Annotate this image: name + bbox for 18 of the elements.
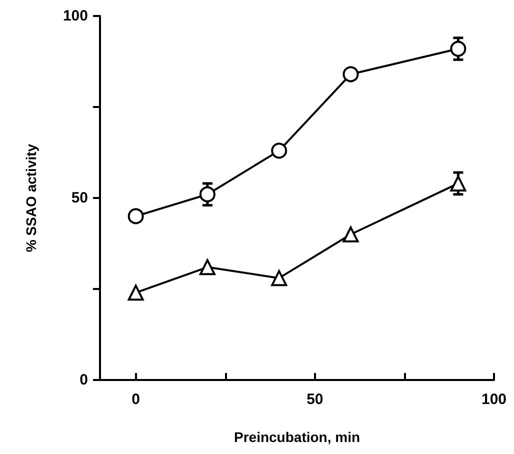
y-tick-label: 0: [80, 372, 88, 388]
y-tick-label: 100: [62, 8, 88, 24]
point: [450, 175, 466, 192]
point: [199, 259, 216, 276]
x-tick-label: 0: [132, 391, 140, 408]
y-tick-label: 50: [71, 190, 88, 206]
point: [450, 40, 466, 57]
point: [342, 226, 359, 242]
point: [128, 284, 144, 301]
x-tick-label: 100: [481, 391, 507, 408]
point: [128, 208, 144, 224]
point: [271, 270, 288, 286]
x-axis-title: Preincubation, min: [234, 429, 360, 445]
y-axis-title: % SSAO activity: [23, 144, 39, 252]
point: [342, 66, 359, 82]
x-tick-label: 50: [306, 391, 324, 408]
point: [199, 186, 216, 202]
point: [271, 142, 288, 159]
